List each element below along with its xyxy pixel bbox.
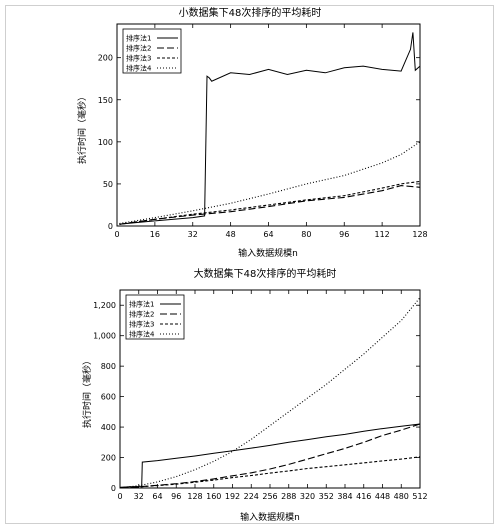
chart1-legend-label: 排序法3 [126, 54, 151, 63]
chart2-x-tick-label: 512 [412, 492, 427, 501]
chart2-x-tick-label: 32 [134, 492, 144, 501]
chart1-plot-area: 0 16 32 48 64 80 96 112 128050100150200排序法1排序法2排… [98, 23, 428, 239]
chart2-plot-area: 0 32 64 96 128 160 192 224 256 288 320 352 384 416 448… [93, 289, 428, 501]
chart2-legend-label: 排序法4 [129, 330, 155, 339]
chart2-y-tick-label: 1,200 [93, 301, 116, 310]
chart2-title: 大数据集下48次排序的平均耗时 [194, 267, 337, 280]
chart1-x-tick-label: 64 [263, 230, 273, 239]
chart1-x-tick-label: 112 [374, 230, 389, 239]
chart1-legend-box [122, 28, 182, 74]
chart2-series-line-2 [120, 423, 421, 489]
chart2-legend-label: 排序法3 [129, 320, 154, 329]
chart1-series-line-3 [119, 180, 421, 225]
chart1-y-tick-label: 200 [98, 54, 113, 63]
chart2-x-tick-label: 480 [394, 492, 409, 501]
chart2-y-tick-label: 400 [101, 423, 116, 432]
chart1-legend-label: 排序法4 [126, 64, 152, 73]
chart1-x-tick-label: 16 [150, 230, 160, 239]
chart1-x-tick-label: 0 [114, 230, 119, 239]
chart2-y-tick-label: 0 [111, 484, 116, 493]
chart1-y-axis-label: 执行时间（毫秒） [76, 92, 88, 164]
chart1-x-tick-label: 80 [301, 230, 311, 239]
chart2-x-tick-label: 96 [171, 492, 181, 501]
chart2-x-tick-label: 416 [356, 492, 371, 501]
chart2-series-line-1 [120, 423, 421, 488]
chart1-x-tick-label: 48 [226, 230, 236, 239]
chart2-x-tick-label: 0 [117, 492, 122, 501]
chart2-x-tick-label: 192 [225, 492, 240, 501]
chart2-x-tick-label: 64 [152, 492, 162, 501]
chart2-x-tick-label: 384 [337, 492, 352, 501]
chart1-series-line-1 [119, 32, 421, 225]
chart1-x-tick-label: 96 [339, 230, 349, 239]
chart2-x-tick-label: 128 [187, 492, 202, 501]
chart1-x-tick-label: 128 [412, 230, 427, 239]
chart2-x-tick-label: 352 [319, 492, 334, 501]
chart2-series-line-3 [120, 456, 421, 489]
chart1-x-axis-label: 输入数据规模n [238, 247, 298, 259]
chart1-legend-label: 排序法1 [126, 34, 151, 43]
chart2-x-tick-label: 224 [244, 492, 259, 501]
chart1-series-line-4 [119, 141, 421, 225]
chart2-legend-label: 排序法1 [129, 300, 154, 309]
chart1-y-tick-label: 0 [108, 222, 113, 231]
chart2-y-tick-label: 600 [101, 393, 116, 402]
chart2-y-axis-label: 执行时间（毫秒） [81, 356, 93, 428]
figure-frame [5, 5, 494, 524]
chart2-legend-label: 排序法2 [129, 310, 154, 319]
chart1-title: 小数据集下48次排序的平均耗时 [179, 6, 322, 19]
chart1-x-tick-label: 32 [188, 230, 198, 239]
chart2-y-tick-label: 200 [101, 454, 116, 463]
chart2-x-tick-label: 160 [206, 492, 221, 501]
chart2-legend-box [125, 294, 185, 340]
chart1-series-line-2 [119, 185, 421, 225]
chart2-y-tick-label: 800 [101, 362, 116, 371]
chart2-x-tick-label: 448 [375, 492, 390, 501]
chart2-x-tick-label: 320 [300, 492, 315, 501]
chart2-x-tick-label: 256 [262, 492, 277, 501]
chart2-x-tick-label: 288 [281, 492, 296, 501]
chart2-x-axis-label: 输入数据规模n [240, 511, 300, 523]
chart1-legend-label: 排序法2 [126, 44, 151, 53]
chart2-y-tick-label: 1,000 [93, 332, 116, 341]
chart1-y-tick-label: 100 [98, 138, 113, 147]
chart1-y-tick-label: 150 [98, 96, 113, 105]
chart1-y-tick-label: 50 [103, 180, 113, 189]
